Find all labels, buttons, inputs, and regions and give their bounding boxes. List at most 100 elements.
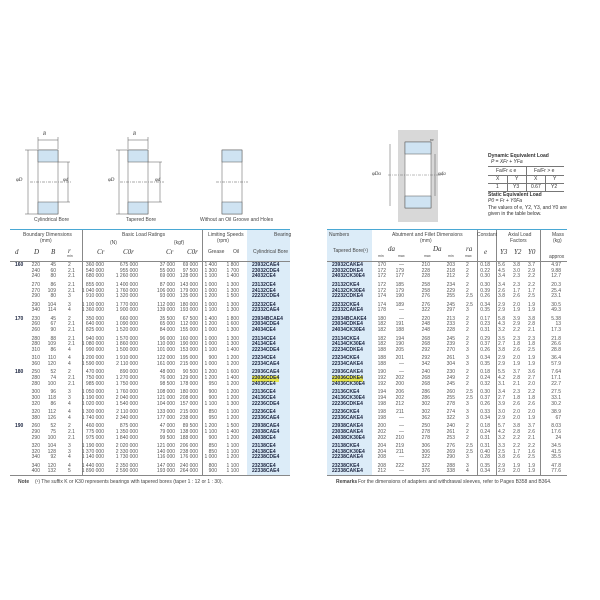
c0r-n: 675 000: [119, 262, 138, 268]
ra-max: 2: [466, 434, 469, 441]
c0r-kgf: 188 000: [179, 434, 198, 441]
dynamic-load-formula: P = XFr + YFa: [491, 159, 523, 165]
Da-max: 268: [421, 380, 430, 387]
c0r-kgf: 128 000: [179, 273, 198, 280]
oil-speed: 1 200: [226, 361, 239, 367]
B: 74: [50, 375, 56, 382]
col-fa-fr-le-e: Fa/Fr ≤ e: [496, 168, 517, 174]
cr-n: 1 590 000: [81, 361, 104, 367]
Y3: 2.5: [498, 448, 505, 455]
Y2: 2.6: [513, 293, 520, 300]
da-max: —: [399, 423, 404, 430]
mass: 17.3: [551, 327, 561, 334]
Y3: 5.8: [498, 315, 505, 322]
ra-max: 3: [466, 346, 469, 353]
da-min: 180: [377, 315, 386, 322]
ra-max: 3: [466, 454, 469, 461]
da-max: 190: [395, 341, 404, 348]
oil-speed: 1 400: [226, 428, 239, 435]
c0r-n: 1 760 000: [115, 287, 138, 294]
bearing-number: 22332CAE4: [252, 307, 280, 314]
grease-speed: 1 200: [204, 293, 217, 300]
da-max: 200: [395, 380, 404, 387]
Y3: 2.9: [498, 361, 505, 367]
Y3: 3.4: [498, 281, 505, 288]
Da-max: 376: [421, 468, 430, 475]
D: 310: [31, 355, 40, 362]
cr-n: 1 080 000: [81, 341, 104, 348]
da-max: —: [399, 454, 404, 461]
c0r-n: 955 000: [119, 267, 138, 274]
c0r-kgf: 180 000: [179, 301, 198, 308]
Y3: 2.9: [498, 462, 505, 469]
c0r-n: 1 860 000: [115, 341, 138, 348]
Y3: 2.6: [498, 287, 505, 294]
bearing-number: 23034CDE4: [252, 321, 280, 328]
y-head-2: Y: [553, 176, 557, 182]
da-min: 204: [377, 442, 386, 449]
B: 109: [47, 287, 56, 294]
mass: 13: [555, 321, 561, 328]
r: 4: [68, 346, 71, 353]
h-kg: (kg): [553, 238, 562, 244]
D: 380: [31, 414, 40, 421]
Y2: 3.8: [513, 423, 520, 430]
grease-speed: 1 000: [204, 281, 217, 288]
ra-max: 2: [466, 375, 469, 382]
constant-e: 0.26: [480, 400, 490, 407]
da-min: 192: [377, 375, 386, 382]
oil-speed: 1 100: [226, 448, 239, 455]
mass: 36.4: [551, 355, 561, 362]
h-ra: ra: [466, 245, 473, 253]
Da-min: 276: [446, 442, 455, 449]
tapered-bore-number: 23032CDKE4: [332, 267, 363, 274]
Y0: 2.7: [528, 375, 535, 382]
Y0: 2.9: [528, 267, 535, 274]
c0r-kgf: 138 000: [179, 428, 198, 435]
B: 100: [47, 380, 56, 387]
c0r-n: 2 020 000: [115, 442, 138, 449]
da-min: 208: [377, 462, 386, 469]
tapered-bore-number: 24134CK30E4: [332, 341, 365, 348]
r: 5: [68, 468, 71, 475]
grease-speed: 1 400: [204, 315, 217, 322]
D: 280: [31, 375, 40, 382]
Y0: 1.9: [528, 361, 535, 367]
da-min: 202: [377, 434, 386, 441]
B: 86: [50, 281, 56, 288]
h-ratings: Basic Load Ratings: [122, 232, 166, 238]
grease-speed: 1 000: [204, 454, 217, 461]
da-min: 204: [377, 448, 386, 455]
Da-min: 213: [446, 315, 455, 322]
Y2: 1.9: [513, 462, 520, 469]
Y3: 3.4: [498, 389, 505, 396]
Da-max: 250: [421, 423, 430, 430]
ra-max: 3: [466, 307, 469, 314]
Da-min: 218: [446, 267, 455, 274]
left-table-header-rule: [10, 261, 290, 262]
D: 290: [31, 293, 40, 300]
c0r-n: 1 090 000: [115, 321, 138, 328]
da-max: 191: [395, 321, 404, 328]
Y3: 2.9: [498, 307, 505, 314]
mass: 9.88: [551, 267, 561, 274]
Da-max: 292: [421, 346, 430, 353]
h-Cr: Cr: [97, 248, 105, 256]
h-abutment-unit: (mm): [420, 238, 432, 244]
c0r-n: 1 570 000: [115, 335, 138, 342]
cr-kgf: 112 000: [157, 301, 175, 308]
oil-speed: 1 200: [226, 454, 239, 461]
Y2: 1.8: [513, 394, 520, 401]
ra-max: 2: [466, 273, 469, 280]
tapered-bore-number: 23038CAKE4: [332, 428, 363, 435]
cr-n: 1 020 000: [81, 400, 104, 407]
r: 4: [68, 355, 71, 362]
Y2: 2.2: [513, 327, 520, 334]
Y3: 4.2: [498, 428, 505, 435]
c0r-kgf: 67 500: [182, 315, 198, 322]
r: 3: [68, 394, 71, 401]
cr-n: 1 890 000: [81, 468, 104, 475]
label-Da: φDa: [372, 172, 381, 177]
cr-n: 470 000: [85, 369, 104, 376]
da-min: 212: [377, 468, 386, 475]
